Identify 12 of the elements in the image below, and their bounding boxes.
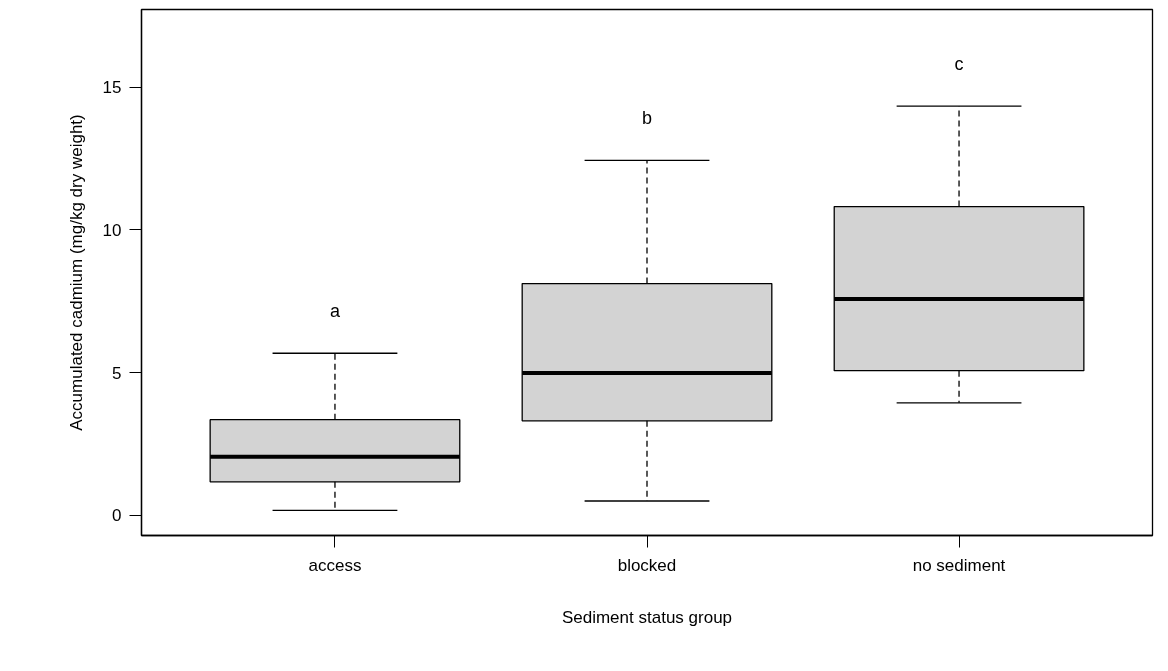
y-tick-label: 10: [102, 221, 122, 240]
x-axis-title: Sediment status group: [561, 607, 733, 627]
annotation: b: [641, 108, 653, 129]
y-tick-label: 0: [112, 506, 122, 526]
annotation: c: [954, 54, 964, 75]
y-tick-label: 15: [102, 78, 122, 98]
x-tick-label: blocked: [617, 555, 677, 575]
x-tick-label: access: [308, 555, 362, 575]
annotation: a: [329, 301, 341, 322]
y-axis-title: Accumulated cadmium (mg/kg dry weight): [66, 114, 86, 431]
x-tick-label: no sediment: [912, 555, 1006, 575]
y-tick-label: 5: [112, 363, 122, 383]
